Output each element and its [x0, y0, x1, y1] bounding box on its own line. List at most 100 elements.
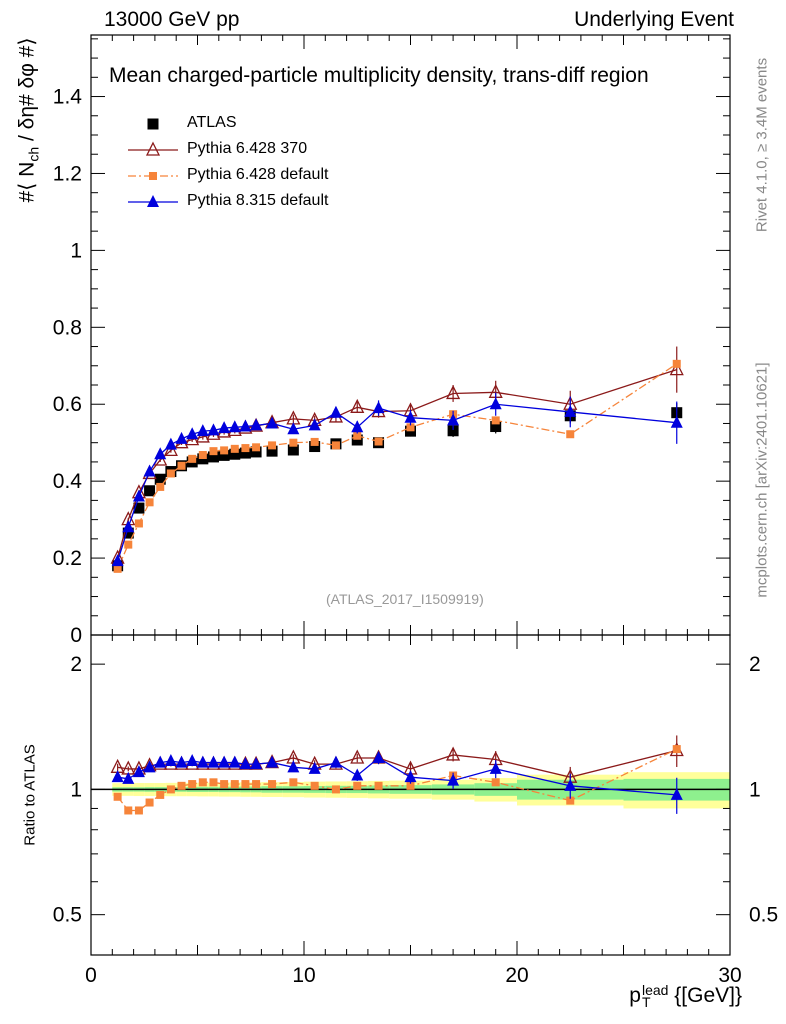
data-point	[289, 438, 298, 447]
data-point	[372, 401, 385, 414]
data-point	[331, 441, 340, 450]
ratio-point	[241, 780, 250, 789]
ratio-point	[134, 806, 143, 815]
legend-label: Pythia 6.428 370	[187, 140, 308, 157]
data-point	[250, 418, 263, 431]
ratio-point	[113, 792, 122, 801]
ratio-point	[209, 778, 218, 787]
series-pythia-8-315-default	[111, 392, 683, 567]
data-point	[404, 410, 417, 423]
data-point	[186, 427, 199, 440]
data-point	[133, 502, 145, 514]
ratio-point	[372, 750, 385, 763]
data-point	[124, 540, 133, 549]
data-point	[353, 431, 362, 440]
data-point	[446, 385, 461, 400]
ratio-point	[672, 745, 681, 754]
data-point	[239, 447, 251, 459]
data-point	[196, 424, 209, 437]
mcplots-reference-label: mcplots.cern.ch [arXiv:2401.10621]	[753, 362, 771, 598]
ratio-tick-label: 2	[70, 653, 82, 676]
data-point	[447, 425, 459, 437]
ratio-point	[252, 780, 261, 789]
data-point	[132, 489, 145, 502]
data-point	[266, 416, 279, 429]
ratio-point	[250, 757, 263, 770]
y-tick-label: 0.8	[53, 316, 82, 339]
ratio-point	[132, 765, 145, 778]
ratio-series-pythia-8-315-default	[111, 750, 683, 814]
ratio-tick-label: 1	[70, 778, 82, 801]
data-point	[310, 437, 319, 446]
chart-title: Mean charged-particle multiplicity densi…	[109, 64, 649, 87]
series-pythia-6-428-370	[110, 346, 684, 564]
data-point	[287, 422, 300, 435]
y-tick-label: 0.2	[53, 547, 82, 570]
ratio-tick-label-right: 0.5	[749, 904, 778, 927]
y-tick-label: 1.2	[53, 162, 82, 185]
ratio-point	[175, 755, 188, 768]
data-point	[491, 416, 500, 425]
ratio-point	[331, 785, 340, 794]
y-tick-label: 1.4	[53, 86, 83, 109]
legend-marker	[145, 141, 161, 156]
ratio-point	[446, 746, 461, 761]
ratio-tick-label-right: 1	[749, 778, 761, 801]
data-point	[113, 564, 122, 573]
data-point	[351, 420, 364, 433]
ratio-point	[239, 757, 252, 770]
data-series	[110, 346, 684, 815]
ratio-point	[198, 778, 207, 787]
data-point	[374, 437, 383, 446]
ratio-point	[406, 781, 415, 790]
series-pythia-6-428-default	[113, 359, 681, 573]
data-point	[218, 449, 230, 461]
ratio-point	[310, 781, 319, 790]
data-point	[490, 421, 502, 433]
data-point	[166, 469, 175, 478]
data-point	[230, 444, 239, 453]
ratio-point	[266, 755, 279, 768]
ratio-point	[124, 806, 133, 815]
legend	[128, 118, 178, 207]
y-tick-label: 0.6	[53, 393, 82, 416]
data-point	[672, 359, 681, 368]
y-tick-label: 1	[70, 239, 82, 262]
data-point	[252, 443, 261, 452]
data-point	[309, 441, 321, 453]
ratio-point	[188, 780, 197, 789]
data-point	[266, 445, 278, 457]
ratio-point	[353, 781, 362, 790]
ratio-point	[308, 761, 321, 774]
data-point	[228, 420, 241, 433]
ratio-point	[186, 754, 199, 767]
data-point	[308, 418, 321, 431]
ratio-point	[289, 778, 298, 787]
series-line	[117, 363, 678, 570]
data-point	[241, 444, 250, 453]
ratio-point	[145, 798, 154, 807]
ratio-point	[143, 760, 156, 773]
ratio-point	[351, 768, 364, 781]
data-point	[229, 448, 241, 460]
ratio-tick-label: 0.5	[53, 904, 82, 927]
data-point	[218, 421, 231, 434]
data-point	[670, 415, 683, 428]
ratio-point	[154, 755, 167, 768]
data-point	[143, 464, 156, 477]
data-point	[329, 405, 342, 418]
x-tick-label: 10	[292, 964, 315, 987]
analysis-id-watermark: (ATLAS_2017_I1509919)	[326, 591, 484, 607]
ratio-point	[111, 770, 124, 783]
ratio-point	[218, 755, 231, 768]
ratio-point	[489, 761, 502, 774]
ratio-plot-frame	[90, 634, 731, 956]
data-point	[489, 397, 502, 410]
plot-frames	[90, 34, 731, 956]
y-tick-label: 0	[70, 624, 82, 647]
data-point	[175, 431, 188, 444]
ratio-point	[404, 770, 417, 783]
data-point	[209, 447, 218, 456]
ratio-point	[350, 749, 365, 764]
